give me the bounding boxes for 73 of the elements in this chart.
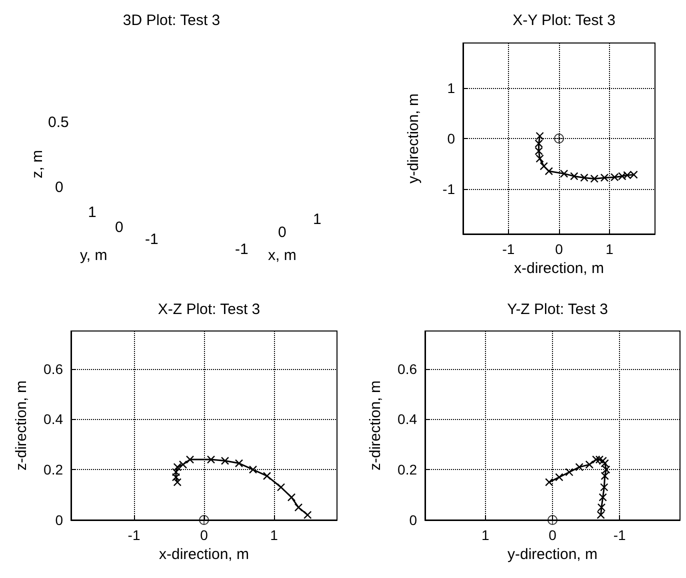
text: z, m xyxy=(29,150,46,178)
y-axis-title: z-direction, m xyxy=(367,380,384,471)
x-tick-label: 1 xyxy=(481,527,490,543)
text: 3D Plot: Test 3 xyxy=(122,12,220,29)
point xyxy=(565,468,574,476)
point xyxy=(598,493,607,502)
point xyxy=(178,460,188,469)
point xyxy=(276,483,286,492)
point xyxy=(304,510,312,520)
point xyxy=(262,472,272,480)
point xyxy=(598,456,607,465)
point xyxy=(585,460,594,469)
x-axis-title: y-direction, m xyxy=(507,546,598,563)
point xyxy=(623,171,632,180)
x-tick-label: -1 xyxy=(502,241,515,257)
y-tick-label: 0 xyxy=(447,130,456,146)
x-tick-label: 0 xyxy=(548,527,557,543)
point xyxy=(560,170,568,178)
y-tick-label: 0.6 xyxy=(398,360,418,377)
point xyxy=(600,174,609,182)
point xyxy=(554,134,564,144)
point xyxy=(630,170,638,179)
chart-title: X-Z Plot: Test 3 xyxy=(158,301,260,318)
text: 1 xyxy=(313,211,322,228)
point xyxy=(580,174,588,182)
chart-title: X-Y Plot: Test 3 xyxy=(512,12,616,29)
y-tick-label: 0.4 xyxy=(44,411,64,428)
point xyxy=(544,167,553,176)
x-tick-label: 0 xyxy=(200,527,208,543)
point xyxy=(618,172,626,180)
point xyxy=(595,455,604,464)
point xyxy=(575,462,584,472)
y-tick-label: 0.2 xyxy=(398,462,418,478)
y-tick-label: 0.2 xyxy=(44,462,64,478)
text: 0.5 xyxy=(48,114,69,131)
x-tick-label: 1 xyxy=(606,241,614,257)
point xyxy=(540,162,548,170)
text: 0 xyxy=(115,219,124,236)
chart-title: Y-Z Plot: Test 3 xyxy=(507,301,608,318)
x-tick-label: -1 xyxy=(128,527,140,543)
x-tick-label: 1 xyxy=(270,527,278,543)
point xyxy=(199,515,209,525)
point xyxy=(294,503,303,512)
y-axis-title: y-direction, m xyxy=(405,93,422,184)
point xyxy=(600,483,608,492)
point xyxy=(590,174,598,183)
y-tick-label: 0 xyxy=(409,512,418,528)
text: 1 xyxy=(88,204,96,221)
y-tick-label: -1 xyxy=(442,180,456,197)
x-tick-label: 0 xyxy=(555,241,564,257)
x-axis-title: x-direction, m xyxy=(158,546,250,563)
y-tick-label: 1 xyxy=(447,80,456,96)
text: x, m xyxy=(268,247,296,264)
point xyxy=(248,466,258,474)
y-tick-label: 0.6 xyxy=(44,360,64,377)
point xyxy=(545,478,554,486)
y-tick-label: 0 xyxy=(55,512,64,528)
point xyxy=(287,493,296,502)
text: 0 xyxy=(278,224,286,241)
point xyxy=(592,455,600,464)
x-axis-title: x-direction, m xyxy=(514,260,604,277)
point xyxy=(610,173,619,182)
point xyxy=(220,456,230,465)
point xyxy=(570,172,578,180)
point xyxy=(548,515,558,525)
y-tick-label: 0.4 xyxy=(398,411,418,428)
x-tick-label: -1 xyxy=(613,527,626,543)
point xyxy=(206,455,216,464)
point xyxy=(555,473,564,482)
point xyxy=(186,455,194,464)
y-axis-title: z-direction, m xyxy=(13,380,30,471)
text: y, m xyxy=(80,247,108,264)
point xyxy=(234,459,244,468)
